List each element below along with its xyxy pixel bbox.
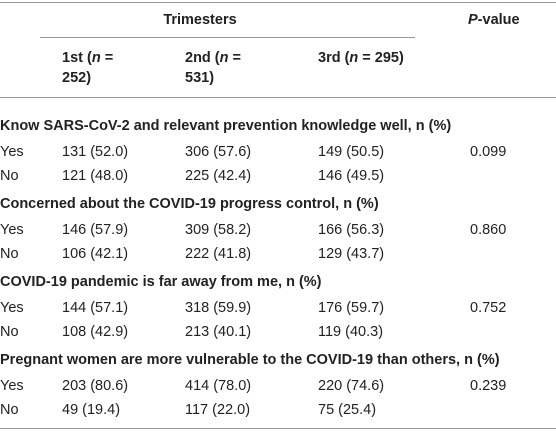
cell: 146 (57.9) <box>62 222 129 238</box>
row-label: Yes <box>0 378 24 394</box>
cell: 222 (41.8) <box>185 246 252 262</box>
column-header-italic: n <box>349 50 359 66</box>
section-title: Know SARS-CoV-2 and relevant prevention … <box>0 118 452 134</box>
p-italic: P <box>468 12 478 28</box>
cell: 225 (42.4) <box>185 168 252 184</box>
column-header-italic: n <box>91 50 101 66</box>
cell: 176 (59.7) <box>318 300 385 316</box>
column-header-post: = 295) <box>358 50 404 66</box>
column-header-post: = 252) <box>62 50 114 86</box>
column-header: 2nd (n = 531) <box>185 48 255 88</box>
row-label: Yes <box>0 222 24 238</box>
p-value-header: P-value <box>468 10 520 30</box>
cell: 131 (52.0) <box>62 144 129 160</box>
row-label: No <box>0 246 19 262</box>
row-label: Yes <box>0 300 24 316</box>
cell: 414 (78.0) <box>185 378 252 394</box>
cell: 149 (50.5) <box>318 144 385 160</box>
section-title: Concerned about the COVID-19 progress co… <box>0 196 379 212</box>
group-rule <box>40 37 415 38</box>
cell: 318 (59.9) <box>185 300 252 316</box>
cell: 117 (22.0) <box>185 402 251 418</box>
cell: 121 (48.0) <box>62 168 129 184</box>
cell: 75 (25.4) <box>318 402 377 418</box>
cell: 119 (40.3) <box>318 324 384 340</box>
column-header-pre: 2nd ( <box>185 50 220 66</box>
cell: 0.860 <box>470 222 507 238</box>
row-label: No <box>0 324 19 340</box>
section-title: Pregnant women are more vulnerable to th… <box>0 352 500 368</box>
row-label: No <box>0 168 19 184</box>
column-header-post: = 531) <box>185 50 241 86</box>
cell: 108 (42.9) <box>62 324 129 340</box>
column-header-pre: 1st ( <box>62 50 92 66</box>
column-header: 1st (n = 252) <box>62 48 132 88</box>
row-label: Yes <box>0 144 24 160</box>
cell: 49 (19.4) <box>62 402 121 418</box>
cell: 213 (40.1) <box>185 324 252 340</box>
cell: 146 (49.5) <box>318 168 385 184</box>
cell: 306 (57.6) <box>185 144 252 160</box>
top-rule <box>0 2 556 3</box>
column-header: 3rd (n = 295) <box>318 48 428 68</box>
cell: 0.099 <box>470 144 507 160</box>
section-title: COVID-19 pandemic is far away from me, n… <box>0 274 322 290</box>
cell: 203 (80.6) <box>62 378 129 394</box>
cell: 0.239 <box>470 378 507 394</box>
cell: 0.752 <box>470 300 507 316</box>
group-header: Trimesters <box>163 12 237 28</box>
cell: 220 (74.6) <box>318 378 385 394</box>
bottom-rule <box>0 428 556 429</box>
header-rule <box>0 97 556 98</box>
column-header-pre: 3rd ( <box>318 50 350 66</box>
cell: 106 (42.1) <box>62 246 129 262</box>
row-label: No <box>0 402 19 418</box>
cell: 144 (57.1) <box>62 300 129 316</box>
cell: 166 (56.3) <box>318 222 385 238</box>
column-header-italic: n <box>219 50 229 66</box>
cell: 309 (58.2) <box>185 222 252 238</box>
cell: 129 (43.7) <box>318 246 385 262</box>
p-text: -value <box>477 12 520 28</box>
